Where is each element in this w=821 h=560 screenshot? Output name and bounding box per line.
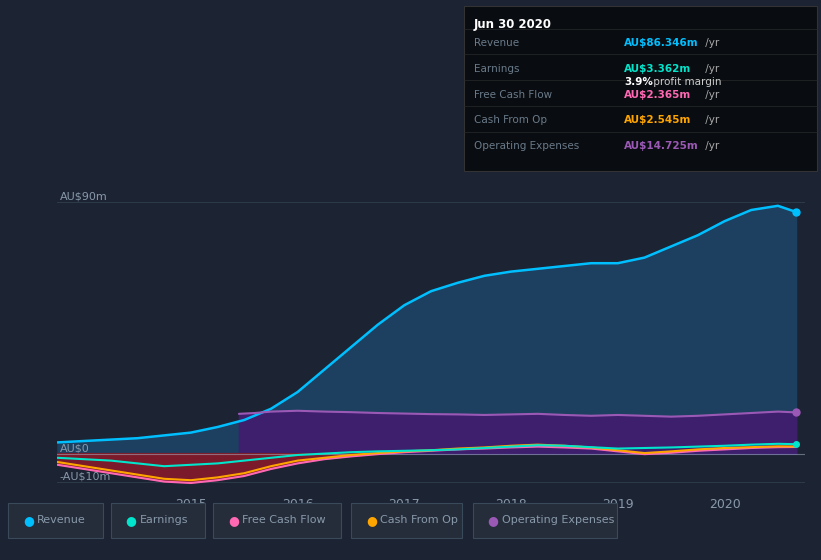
Text: AU$3.362m: AU$3.362m — [624, 64, 691, 74]
Text: Operating Expenses: Operating Expenses — [502, 515, 614, 525]
Text: AU$86.346m: AU$86.346m — [624, 38, 699, 48]
Text: ●: ● — [366, 514, 377, 527]
Text: /yr: /yr — [702, 38, 719, 48]
Text: AU$2.545m: AU$2.545m — [624, 115, 691, 125]
Text: Earnings: Earnings — [140, 515, 188, 525]
Text: profit margin: profit margin — [650, 77, 722, 87]
Text: Revenue: Revenue — [37, 515, 85, 525]
Text: -AU$10m: -AU$10m — [60, 472, 111, 482]
Text: AU$0: AU$0 — [60, 444, 89, 454]
Text: AU$2.365m: AU$2.365m — [624, 90, 691, 100]
Text: ●: ● — [23, 514, 34, 527]
Text: Free Cash Flow: Free Cash Flow — [242, 515, 326, 525]
Text: Revenue: Revenue — [474, 38, 519, 48]
Text: Cash From Op: Cash From Op — [474, 115, 547, 125]
Text: Earnings: Earnings — [474, 64, 519, 74]
Text: /yr: /yr — [702, 115, 719, 125]
Text: /yr: /yr — [702, 90, 719, 100]
Text: /yr: /yr — [702, 141, 719, 151]
Text: Free Cash Flow: Free Cash Flow — [474, 90, 552, 100]
Text: AU$14.725m: AU$14.725m — [624, 141, 699, 151]
Text: Operating Expenses: Operating Expenses — [474, 141, 579, 151]
Text: ●: ● — [488, 514, 498, 527]
Text: AU$90m: AU$90m — [60, 192, 108, 202]
Text: Jun 30 2020: Jun 30 2020 — [474, 17, 552, 31]
Text: ●: ● — [126, 514, 136, 527]
Text: ●: ● — [228, 514, 239, 527]
Text: 3.9%: 3.9% — [624, 77, 653, 87]
Text: /yr: /yr — [702, 64, 719, 74]
Text: Cash From Op: Cash From Op — [380, 515, 458, 525]
